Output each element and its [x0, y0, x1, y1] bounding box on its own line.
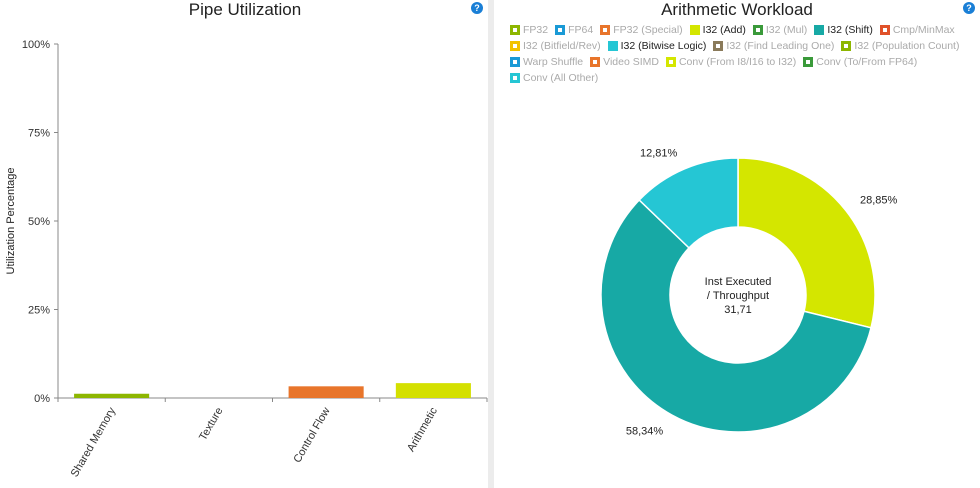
legend-label: Conv (From I8/I16 to I32)	[678, 56, 797, 68]
legend-swatch	[689, 25, 700, 35]
y-axis-label: Utilization Percentage	[5, 167, 17, 274]
legend-label: Video SIMD	[603, 56, 659, 68]
y-tick-label: 100%	[22, 39, 50, 51]
bar[interactable]	[288, 386, 364, 398]
legend-swatch	[510, 41, 520, 51]
help-icon[interactable]: ?	[963, 2, 975, 14]
legend-item[interactable]: I32 (Add)	[689, 22, 746, 38]
legend-label: Warp Shuffle	[523, 56, 584, 68]
arithmetic-workload-panel: Arithmetic Workload ? FP32 FP64 FP32 (Spec…	[494, 0, 980, 488]
legend-item[interactable]: Warp Shuffle	[510, 54, 583, 70]
legend-swatch	[510, 57, 520, 67]
legend-item[interactable]: I32 (Bitfield/Rev)	[510, 38, 601, 54]
legend-item[interactable]: FP32 (Special)	[600, 22, 683, 38]
legend-label: FP64	[568, 24, 594, 36]
legend-item[interactable]: FP32	[510, 22, 548, 38]
legend-item[interactable]: Cmp/MinMax	[879, 22, 955, 38]
pipe-utilization-panel: Pipe Utilization ? 0% 25% 50% 75% 100% Utiliz…	[0, 0, 488, 488]
legend-label: I32 (Mul)	[765, 24, 808, 36]
legend-swatch	[803, 57, 814, 67]
legend-item[interactable]: I32 (Mul)	[752, 22, 808, 38]
donut-slice[interactable]	[737, 157, 876, 329]
legend-label: I32 (Population Count)	[854, 40, 960, 52]
slice-value-label: 58,34%	[626, 426, 664, 438]
legend-swatch	[841, 41, 852, 51]
legend-item[interactable]: I32 (Bitwise Logic)	[607, 38, 707, 54]
legend-item[interactable]: I32 (Population Count)	[841, 38, 959, 54]
legend-label: FP32	[523, 24, 549, 36]
legend-label: I32 (Shift)	[827, 24, 873, 36]
pipe-utilization-chart: 0% 25% 50% 75% 100% Utilization Percentage Sha…	[5, 39, 488, 479]
legend-swatch	[713, 41, 724, 51]
panel-divider	[488, 0, 494, 488]
x-tick-label: Arithmetic	[405, 405, 440, 454]
arithmetic-workload-title: Arithmetic Workload	[661, 0, 813, 19]
legend-label: Cmp/MinMax	[892, 24, 955, 36]
legend-swatch	[752, 25, 763, 35]
legend-item[interactable]: FP64	[555, 22, 593, 38]
legend-label: I32 (Add)	[702, 24, 746, 36]
slice-value-label: 28,85%	[860, 194, 898, 206]
donut-center-text: / Throughput	[707, 290, 769, 302]
legend-item[interactable]: Conv (All Other)	[510, 70, 598, 86]
legend-swatch	[510, 73, 520, 83]
slice-value-label: 12,81%	[640, 147, 678, 159]
legend-swatch	[814, 25, 825, 35]
legend-item[interactable]: Conv (To/From FP64)	[803, 54, 917, 70]
legend-item[interactable]: I32 (Find Leading One)	[713, 38, 834, 54]
legend-label: Conv (To/From FP64)	[816, 56, 918, 68]
legend-label: I32 (Find Leading One)	[726, 40, 835, 52]
donut-center-text: Inst Executed	[705, 276, 772, 288]
y-tick-label: 50%	[28, 216, 50, 228]
x-tick-label: Texture	[197, 406, 225, 443]
legend-swatch	[600, 25, 611, 35]
bar[interactable]	[395, 383, 471, 398]
pipe-utilization-title: Pipe Utilization	[188, 0, 302, 19]
bar[interactable]	[74, 393, 150, 398]
legend-item[interactable]: Video SIMD	[590, 54, 659, 70]
donut-center-text: 31,71	[724, 304, 752, 316]
help-icon[interactable]: ?	[471, 2, 483, 14]
legend-label: Conv (All Other)	[523, 72, 599, 84]
donut-slice[interactable]	[638, 157, 739, 249]
y-tick-label: 75%	[28, 128, 50, 140]
legend-swatch	[555, 25, 566, 35]
legend-swatch	[607, 41, 618, 51]
donut-slice[interactable]	[600, 198, 872, 433]
legend-swatch	[879, 25, 890, 35]
legend-swatch	[510, 25, 520, 35]
y-tick-label: 0%	[34, 393, 50, 405]
legend-swatch	[590, 57, 601, 67]
x-tick-label: Shared Memory	[69, 405, 119, 479]
chart-legend: FP32 FP64 FP32 (Special) I32 (Add) I32 (Mul)…	[510, 22, 975, 86]
x-tick-label: Control Flow	[291, 405, 332, 465]
legend-label: I32 (Bitfield/Rev)	[523, 40, 601, 52]
legend-label: FP32 (Special)	[613, 24, 683, 36]
legend-item[interactable]: Conv (From I8/I16 to I32)	[665, 54, 797, 70]
y-tick-label: 25%	[28, 305, 50, 317]
legend-label: I32 (Bitwise Logic)	[620, 40, 707, 52]
legend-item[interactable]: I32 (Shift)	[814, 22, 873, 38]
legend-swatch	[665, 57, 676, 67]
